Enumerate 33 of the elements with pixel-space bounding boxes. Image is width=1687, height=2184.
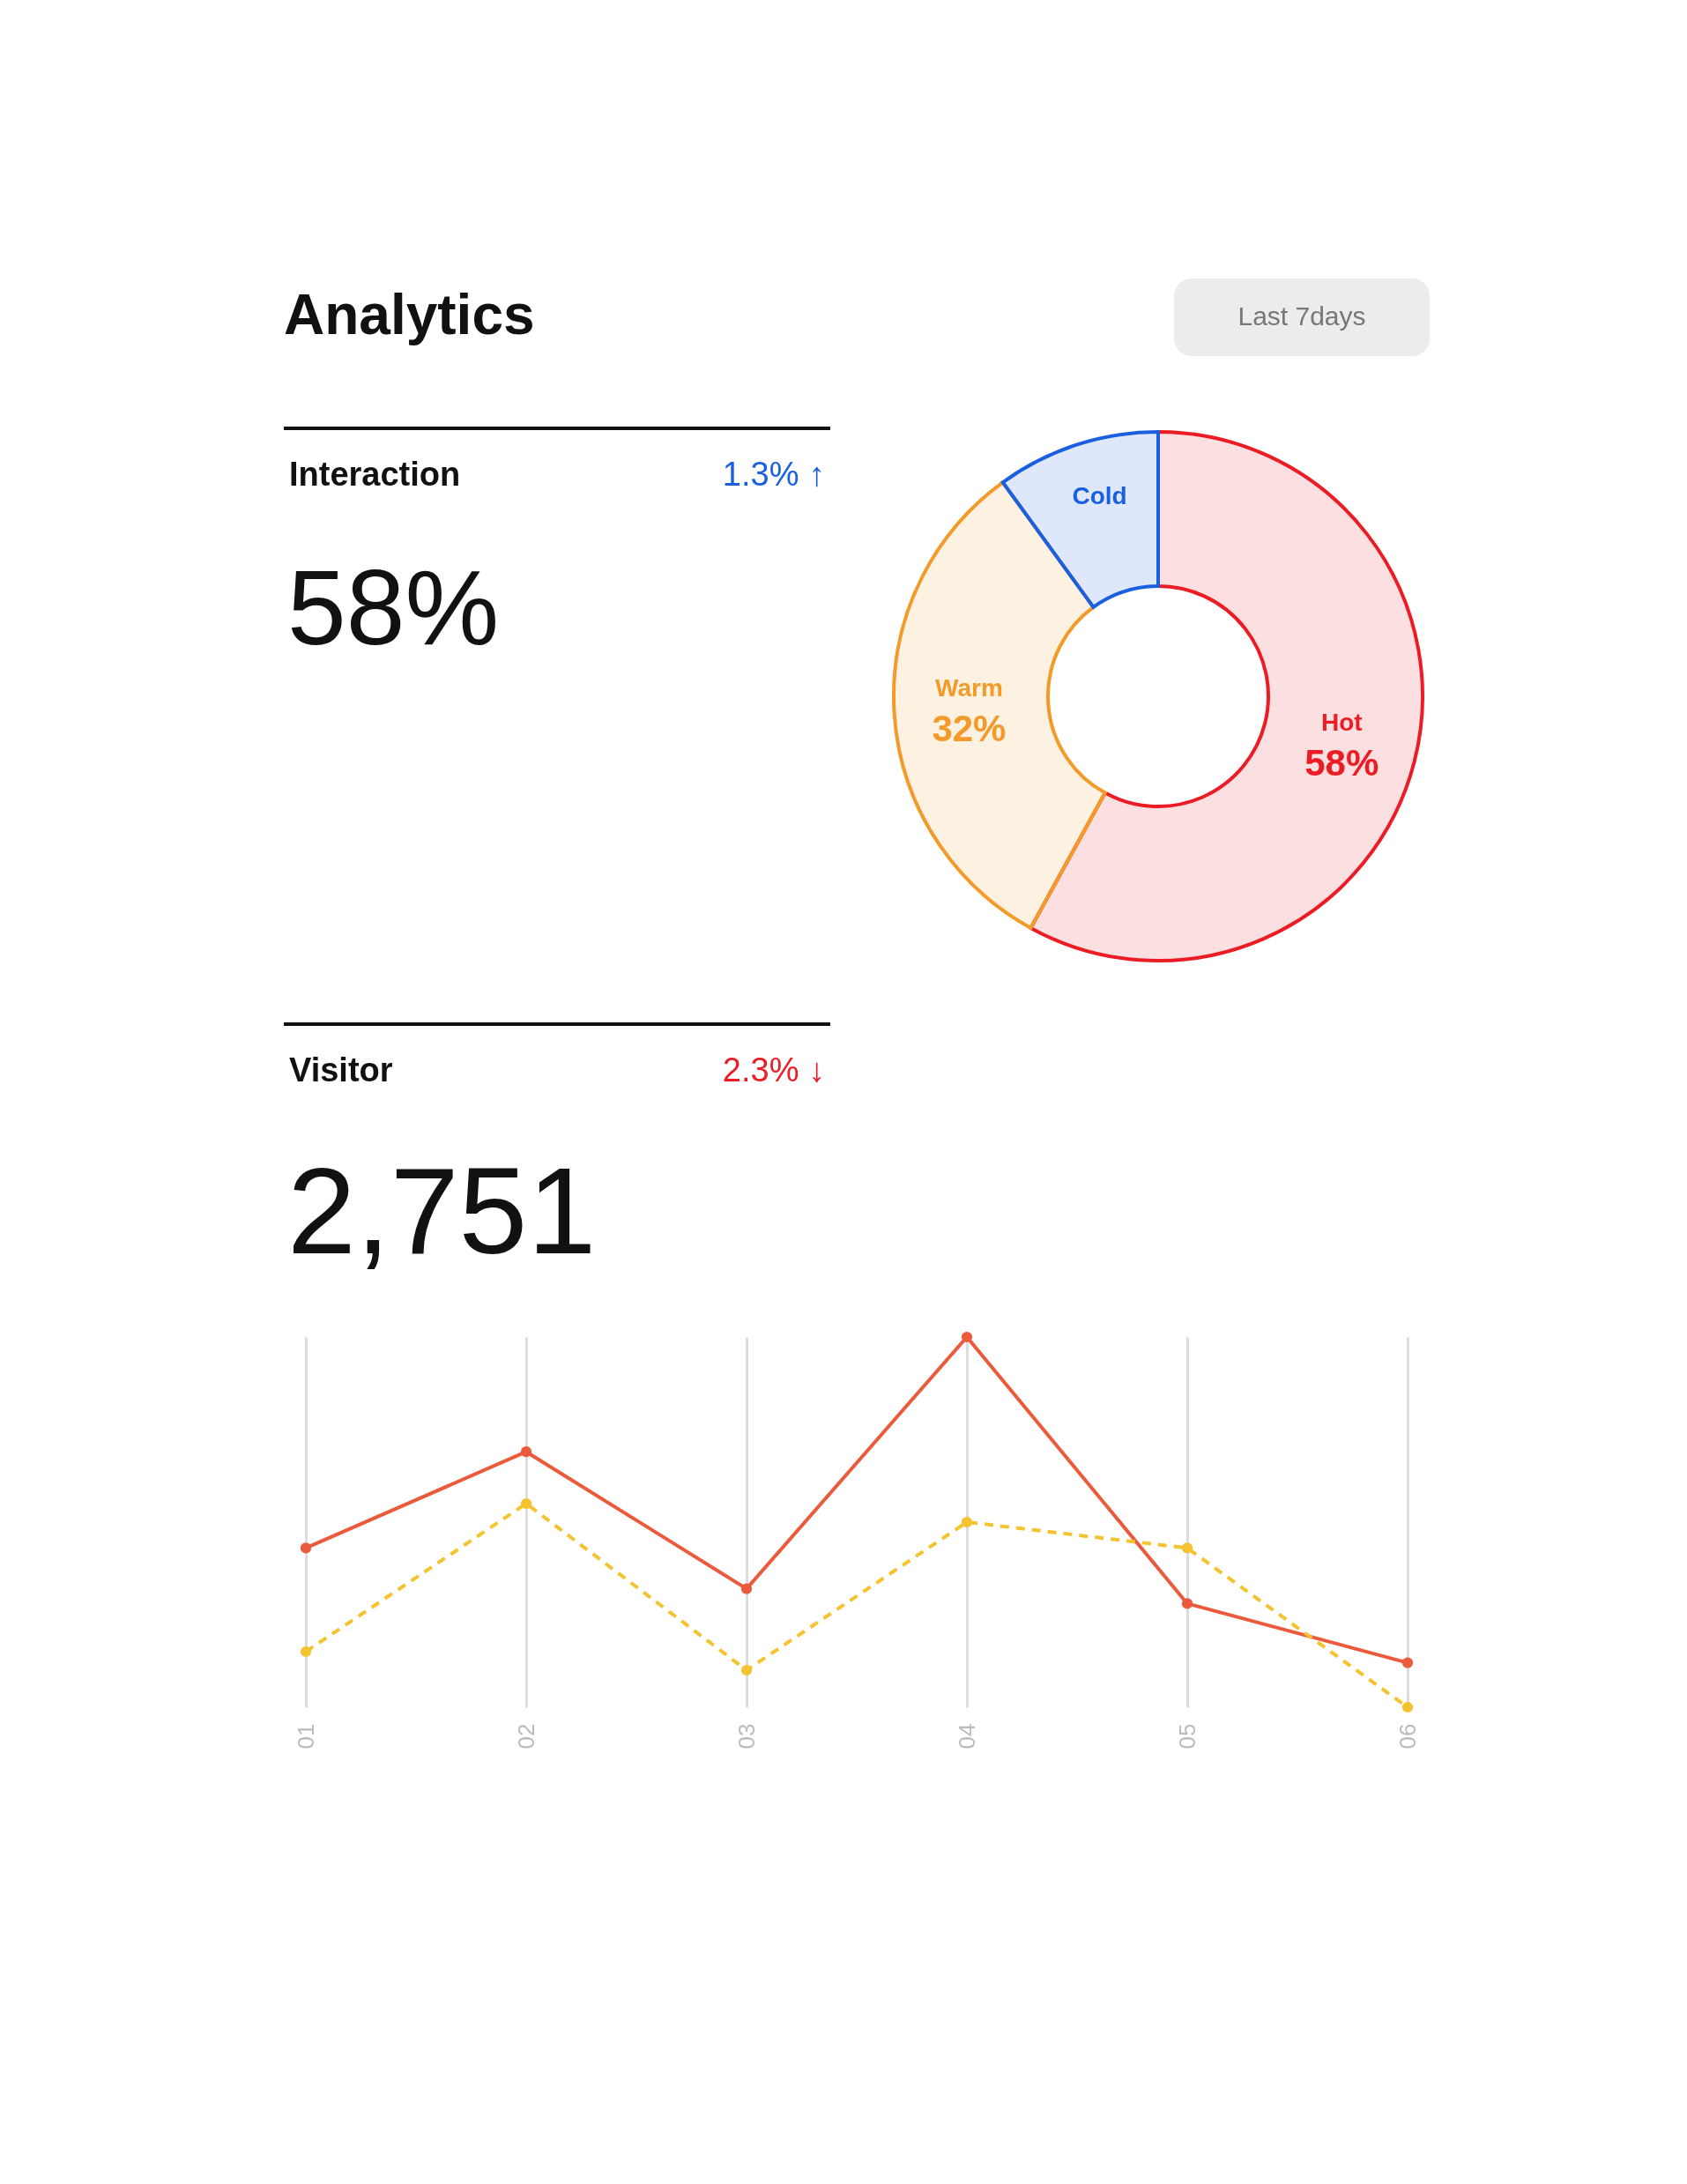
x-tick-label: 02 — [512, 1723, 539, 1749]
slice-label: Cold — [1072, 481, 1127, 509]
text: Interaction — [289, 456, 461, 493]
point — [740, 1583, 753, 1594]
point — [1401, 1701, 1414, 1713]
point — [520, 1497, 532, 1510]
x-tick-label: 05 — [1173, 1723, 1200, 1749]
slice-label: Hot — [1320, 709, 1363, 737]
x-tick-label: 01 — [292, 1723, 319, 1749]
point — [961, 1331, 973, 1343]
point — [300, 1542, 312, 1554]
point — [520, 1446, 532, 1458]
x-tick-label: 06 — [1393, 1723, 1421, 1749]
point — [300, 1645, 312, 1658]
data-label: 32% — [932, 707, 1007, 749]
donut-slice — [1000, 430, 1160, 609]
x-tick-label: 04 — [953, 1723, 980, 1749]
text: Last 7days — [1237, 301, 1366, 331]
text: 58% — [287, 548, 500, 666]
slice-label: Warm — [935, 673, 1003, 702]
point — [961, 1516, 973, 1528]
point — [1401, 1657, 1414, 1668]
data-label: 58% — [1304, 742, 1379, 784]
x-tick-label: 03 — [732, 1723, 760, 1749]
donut-slice — [1029, 430, 1424, 962]
text: 2,751 — [287, 1141, 597, 1280]
point — [740, 1664, 753, 1676]
point — [1181, 1598, 1193, 1609]
text: Visitor — [289, 1051, 393, 1088]
point — [1181, 1542, 1193, 1554]
text: Analytics — [284, 283, 535, 346]
text: 2.3% ↓ — [722, 1051, 825, 1088]
text: 1.3% ↑ — [722, 456, 825, 493]
